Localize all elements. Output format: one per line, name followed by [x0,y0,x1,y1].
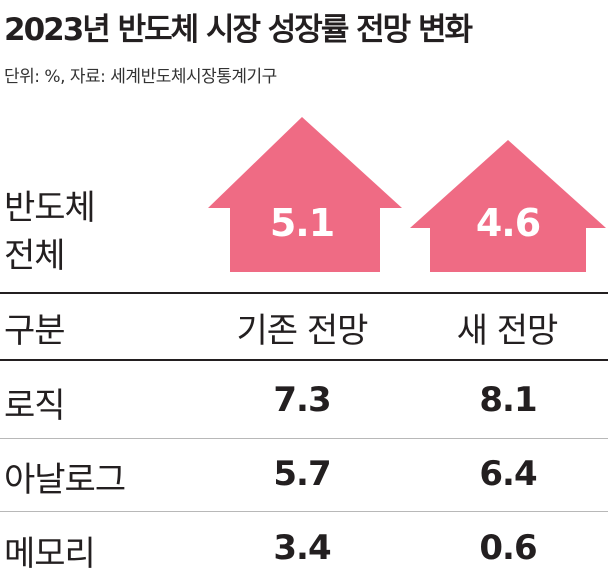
cell-analog-old: 5.7 [273,454,331,494]
cell-logic-new: 8.1 [479,380,537,420]
house-old-value: 5.1 [270,201,334,245]
cell-analog-new: 6.4 [479,454,537,494]
header-old-forecast: 기존 전망 [236,311,369,351]
header-top-rule [0,292,608,294]
header-category: 구분 [4,311,66,351]
cell-memory-old: 3.4 [273,528,331,568]
chart-title: 2023년 반도체 시장 성장률 전망 변화 [4,12,473,48]
total-row-label: 반도체 전체 [4,184,96,280]
row-divider [0,438,608,439]
house-new-value: 4.6 [476,201,540,245]
house-new-forecast [410,140,606,272]
row-label-logic: 로직 [4,386,66,426]
unit-source-note: 단위: %, 자료: 세계반도체시장통계기구 [4,67,277,87]
house-old-forecast [208,117,402,272]
total-label-line1: 반도체 [4,188,96,228]
row-label-memory: 메모리 [4,534,96,574]
header-new-forecast: 새 전망 [456,311,559,351]
cell-logic-old: 7.3 [273,380,331,420]
house-graphics: 5.1 4.6 [208,117,606,272]
cell-memory-new: 0.6 [479,528,537,568]
header-bottom-rule [0,359,608,361]
total-label-line2: 전체 [4,236,66,276]
row-label-analog: 아날로그 [4,460,126,500]
row-divider [0,511,608,512]
